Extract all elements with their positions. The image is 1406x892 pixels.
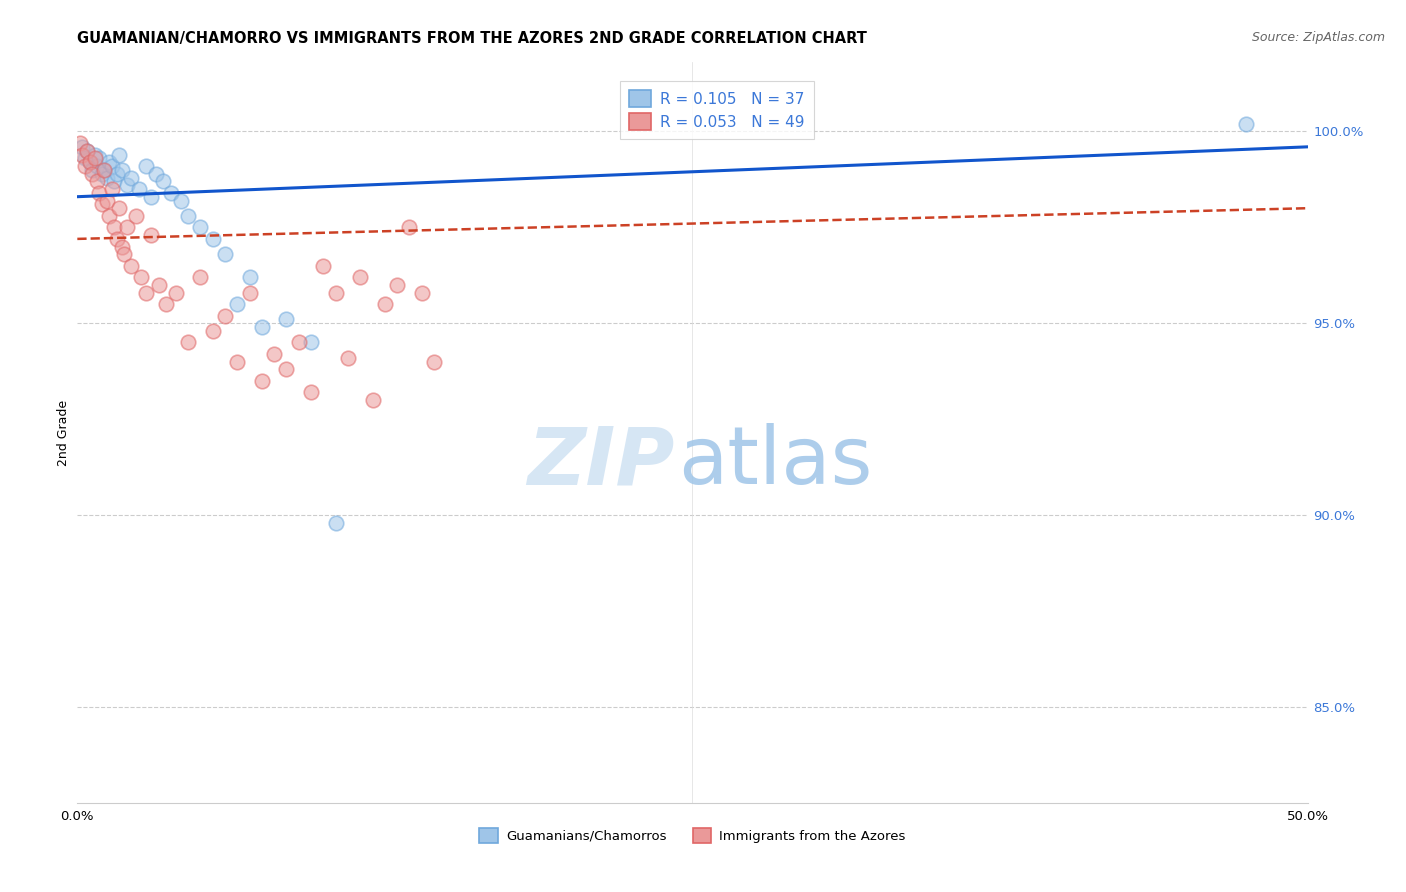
Point bbox=[115, 220, 138, 235]
Point bbox=[105, 232, 128, 246]
Point bbox=[141, 228, 163, 243]
Point bbox=[214, 309, 236, 323]
Point bbox=[177, 335, 200, 350]
Point bbox=[170, 194, 193, 208]
Point bbox=[188, 220, 212, 235]
Point bbox=[325, 285, 347, 300]
Point bbox=[86, 159, 108, 173]
Y-axis label: 2nd Grade: 2nd Grade bbox=[58, 400, 70, 466]
Point bbox=[239, 285, 262, 300]
Point bbox=[103, 220, 125, 235]
Point bbox=[385, 277, 409, 292]
Point bbox=[115, 178, 138, 193]
Point bbox=[349, 270, 371, 285]
Point bbox=[337, 351, 360, 365]
Point bbox=[312, 259, 335, 273]
Text: Source: ZipAtlas.com: Source: ZipAtlas.com bbox=[1251, 31, 1385, 45]
Point bbox=[83, 147, 105, 161]
Point bbox=[411, 285, 433, 300]
Point bbox=[90, 167, 114, 181]
Point bbox=[135, 159, 157, 173]
Point bbox=[299, 335, 322, 350]
Point bbox=[135, 285, 157, 300]
Point bbox=[276, 362, 298, 376]
Point bbox=[214, 247, 236, 261]
Point bbox=[105, 167, 128, 181]
Point bbox=[201, 232, 224, 246]
Point bbox=[288, 335, 311, 350]
Point bbox=[98, 155, 121, 169]
Legend: Guamanians/Chamorros, Immigrants from the Azores: Guamanians/Chamorros, Immigrants from th… bbox=[474, 822, 911, 848]
Point bbox=[250, 320, 273, 334]
Point bbox=[103, 174, 125, 188]
Point bbox=[111, 162, 132, 177]
Point bbox=[73, 159, 96, 173]
Point bbox=[398, 220, 420, 235]
Point bbox=[423, 354, 446, 368]
Point bbox=[112, 247, 135, 261]
Point bbox=[188, 270, 212, 285]
Point bbox=[69, 136, 91, 150]
Point bbox=[239, 270, 262, 285]
Point bbox=[82, 162, 104, 177]
Point bbox=[79, 155, 101, 169]
Point bbox=[93, 162, 115, 177]
Point bbox=[121, 170, 143, 185]
Point bbox=[76, 144, 98, 158]
Point bbox=[165, 285, 187, 300]
Point bbox=[148, 277, 170, 292]
Point bbox=[98, 209, 121, 223]
Text: atlas: atlas bbox=[678, 423, 872, 501]
Point bbox=[128, 182, 150, 196]
Point bbox=[361, 392, 384, 407]
Point bbox=[177, 209, 200, 223]
Point bbox=[101, 182, 124, 196]
Point bbox=[1234, 117, 1257, 131]
Point bbox=[160, 186, 183, 200]
Point bbox=[83, 152, 105, 166]
Point bbox=[129, 270, 153, 285]
Point bbox=[325, 516, 347, 530]
Point bbox=[108, 147, 131, 161]
Point bbox=[101, 159, 124, 173]
Point bbox=[111, 239, 132, 253]
Point bbox=[121, 259, 143, 273]
Point bbox=[145, 167, 167, 181]
Point bbox=[263, 347, 285, 361]
Point bbox=[141, 190, 163, 204]
Text: GUAMANIAN/CHAMORRO VS IMMIGRANTS FROM THE AZORES 2ND GRADE CORRELATION CHART: GUAMANIAN/CHAMORRO VS IMMIGRANTS FROM TH… bbox=[77, 31, 868, 46]
Point bbox=[79, 155, 101, 169]
Point bbox=[89, 152, 111, 166]
Point bbox=[96, 170, 118, 185]
Text: ZIP: ZIP bbox=[527, 423, 673, 501]
Point bbox=[226, 297, 249, 311]
Point bbox=[70, 140, 93, 154]
Point bbox=[276, 312, 298, 326]
Point bbox=[82, 167, 104, 181]
Point bbox=[108, 201, 131, 215]
Point bbox=[96, 194, 118, 208]
Point bbox=[152, 174, 174, 188]
Point bbox=[89, 186, 111, 200]
Point bbox=[125, 209, 148, 223]
Point bbox=[86, 174, 108, 188]
Point bbox=[93, 162, 115, 177]
Point bbox=[299, 385, 322, 400]
Point bbox=[201, 324, 224, 338]
Point bbox=[374, 297, 396, 311]
Point bbox=[90, 197, 114, 211]
Point bbox=[73, 152, 96, 166]
Point bbox=[155, 297, 177, 311]
Point bbox=[226, 354, 249, 368]
Point bbox=[250, 374, 273, 388]
Point bbox=[76, 144, 98, 158]
Point bbox=[70, 147, 93, 161]
